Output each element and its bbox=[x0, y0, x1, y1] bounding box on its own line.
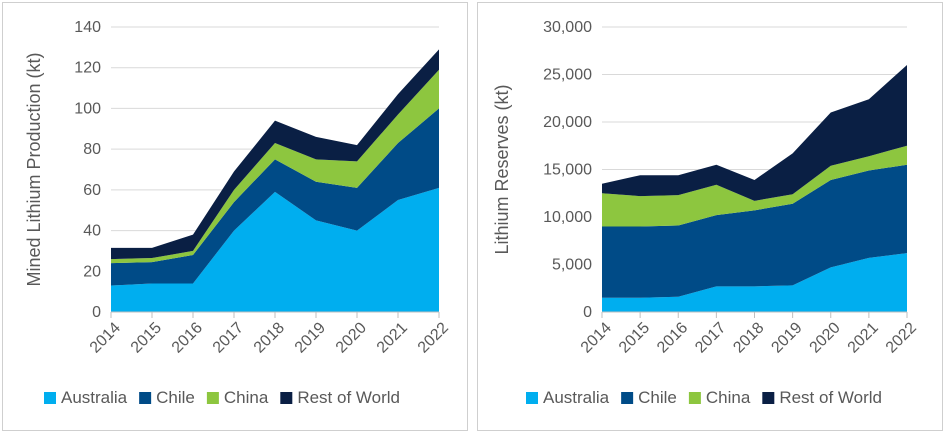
x-tick-label: 2015 bbox=[128, 319, 165, 356]
legend-label-australia: Australia bbox=[61, 388, 128, 407]
y-tick-label: 100 bbox=[74, 100, 101, 117]
x-tick-label: 2014 bbox=[578, 319, 615, 356]
y-tick-label: 25,000 bbox=[543, 67, 592, 84]
y-tick-label: 30,000 bbox=[543, 19, 592, 36]
y-tick-label: 120 bbox=[74, 60, 101, 77]
area-series-china bbox=[111, 69, 439, 264]
legend-label-chile: Chile bbox=[638, 388, 677, 407]
y-tick-label: 40 bbox=[83, 223, 101, 240]
x-tick-label: 2019 bbox=[292, 319, 329, 356]
area-series-china bbox=[602, 145, 907, 227]
legend-label-china: China bbox=[224, 388, 269, 407]
x-tick-label: 2020 bbox=[333, 319, 370, 356]
legend-label-china: China bbox=[706, 388, 751, 407]
area-series-chile bbox=[111, 108, 439, 286]
legend-swatch-chile bbox=[139, 392, 152, 404]
y-tick-label: 0 bbox=[92, 304, 101, 321]
legend-swatch-china bbox=[206, 392, 219, 404]
legend-label-rest-of-world: Rest of World bbox=[779, 388, 882, 407]
x-tick-label: 2018 bbox=[251, 319, 288, 356]
x-tick-label: 2016 bbox=[654, 319, 691, 356]
legend-swatch-australia bbox=[526, 392, 538, 404]
x-tick-label: 2016 bbox=[169, 319, 206, 356]
y-tick-label: 60 bbox=[83, 182, 101, 199]
area-series-australia bbox=[111, 187, 439, 312]
y-tick-label: 140 bbox=[74, 19, 101, 36]
chart-panel-right: 0 5,000 10,000 15,000 20,000 25,000 30,000 2014… bbox=[477, 2, 943, 431]
legend-swatch-rest-of-world bbox=[280, 392, 293, 404]
x-tick-label: 2018 bbox=[730, 319, 767, 356]
legend-swatch-china bbox=[688, 392, 701, 404]
reserves-chart: 0 5,000 10,000 15,000 20,000 25,000 30,000 2014… bbox=[492, 19, 920, 407]
legend-swatch-rest-of-world bbox=[762, 392, 775, 404]
y-axis-title: Mined Lithium Production (kt) bbox=[24, 52, 44, 286]
x-tick-label: 2017 bbox=[692, 319, 729, 356]
y-tick-label: 15,000 bbox=[543, 162, 592, 179]
x-tick-label: 2020 bbox=[807, 319, 844, 356]
x-tick-label: 2014 bbox=[87, 319, 124, 356]
legend-swatch-chile bbox=[621, 392, 634, 404]
y-axis-title: Lithium Reserves (kt) bbox=[492, 84, 512, 254]
legend-swatch-australia bbox=[44, 392, 56, 404]
x-tick-label: 2021 bbox=[374, 319, 411, 356]
x-tick-label: 2022 bbox=[415, 319, 452, 356]
legend-label-chile: Chile bbox=[156, 388, 195, 407]
chart-panel-left: 0 20 40 60 80 100 120 140 2014 2015 2016 2017 2018 20… bbox=[2, 2, 468, 431]
x-tick-label: 2019 bbox=[768, 319, 805, 356]
x-tick-label: 2022 bbox=[883, 319, 920, 356]
y-tick-label: 5,000 bbox=[552, 257, 592, 274]
area-series-rest-of-world bbox=[602, 65, 907, 201]
y-tick-label: 20,000 bbox=[543, 114, 592, 131]
x-tick-label: 2017 bbox=[210, 319, 247, 356]
y-tick-label: 20 bbox=[83, 263, 101, 280]
legend-label-rest-of-world: Rest of World bbox=[297, 388, 400, 407]
y-tick-label: 10,000 bbox=[543, 209, 592, 226]
x-tick-label: 2021 bbox=[845, 319, 882, 356]
area-series-australia bbox=[602, 253, 907, 312]
x-tick-label: 2015 bbox=[616, 319, 653, 356]
legend-label-australia: Australia bbox=[543, 388, 610, 407]
area-series-chile bbox=[602, 164, 907, 298]
y-tick-label: 80 bbox=[83, 141, 101, 158]
y-tick-label: 0 bbox=[583, 304, 592, 321]
